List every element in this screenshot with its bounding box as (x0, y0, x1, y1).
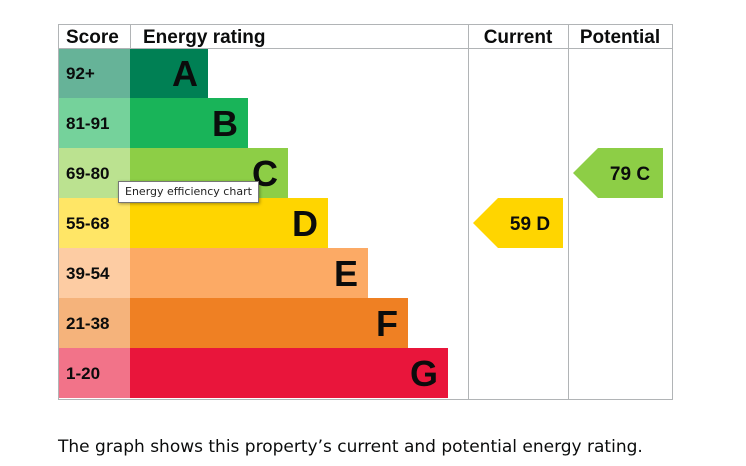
band-letter-g: G (410, 353, 438, 394)
band-bar-g (130, 348, 448, 398)
score-cell-b (58, 98, 130, 148)
band-letter-a: A (172, 53, 198, 94)
chart-caption: The graph shows this property’s current … (58, 437, 643, 457)
band-bar-e (130, 248, 368, 298)
current-header: Current (484, 27, 553, 48)
band-bar-a (130, 48, 208, 98)
potential-header: Potential (580, 27, 660, 48)
score-range-a: 92+ (66, 64, 95, 83)
energy-rating-header: Energy rating (143, 27, 265, 48)
chart-tooltip: Energy efficiency chart (118, 181, 259, 203)
band-letter-d: D (292, 203, 318, 244)
score-range-g: 1-20 (66, 364, 100, 383)
score-cell-g (58, 348, 130, 398)
chart-border (58, 24, 673, 400)
score-cell-e (58, 248, 130, 298)
potential-rating-label: 79 C (610, 164, 650, 185)
band-bar-f (130, 298, 408, 348)
score-cell-a (58, 48, 130, 98)
current-rating-arrow (473, 198, 563, 248)
score-range-d: 55-68 (66, 214, 109, 233)
current-rating-label: 59 D (510, 214, 550, 235)
score-cell-f (58, 298, 130, 348)
score-range-f: 21-38 (66, 314, 109, 333)
score-cell-d (58, 198, 130, 248)
score-range-e: 39-54 (66, 264, 110, 283)
band-letter-f: F (376, 303, 398, 344)
band-letter-b: B (212, 103, 238, 144)
score-range-c: 69-80 (66, 164, 109, 183)
score-range-b: 81-91 (66, 114, 109, 133)
band-bar-d (130, 198, 328, 248)
score-header: Score (66, 27, 119, 48)
band-letter-e: E (334, 253, 358, 294)
potential-rating-arrow (573, 148, 663, 198)
band-bar-b (130, 98, 248, 148)
